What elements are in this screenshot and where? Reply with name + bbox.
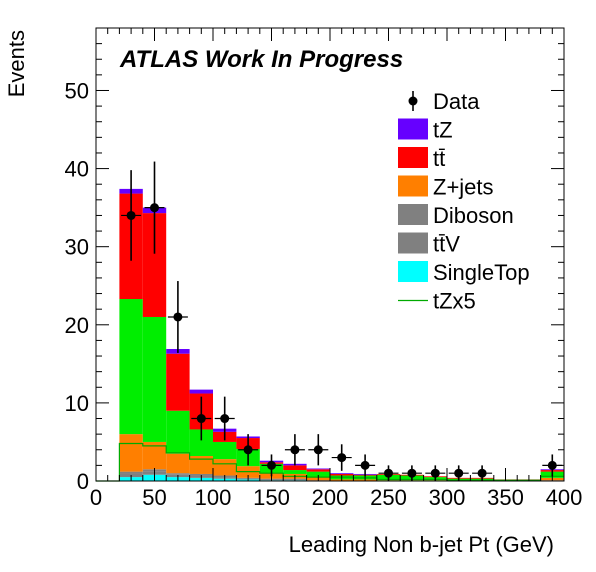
bar-segment-series-4-bin-1	[119, 299, 143, 435]
legend-label-3: Z+jets	[433, 175, 494, 200]
bar-segment-series-4-bin-4	[189, 429, 213, 457]
bar-segment-series-4-bin-8	[283, 470, 307, 474]
data-point-13	[430, 468, 440, 478]
bar-segment-series-2-bin-3	[166, 473, 190, 475]
legend: Data tZ tt̄ Z+jets Diboson tt̄V SingleTop tZx5	[398, 89, 530, 314]
bar-segment-series-5-bin-8	[283, 465, 307, 471]
bar-segment-series-4-bin-3	[166, 410, 190, 454]
data-point-1	[150, 203, 159, 213]
bar-segment-series-4-bin-5	[213, 441, 237, 460]
x-tick-label-2: 100	[195, 485, 232, 510]
legend-label-2: tt̄	[433, 146, 445, 171]
data-point-14	[454, 468, 464, 478]
data-point-7	[290, 445, 300, 455]
bar-segment-series-4-bin-9	[306, 471, 330, 478]
data-point-15	[477, 468, 487, 478]
bar-segment-series-5-bin-3	[166, 353, 190, 411]
bar-segment-series-6-bin-9	[306, 468, 330, 470]
data-point-9	[337, 453, 347, 463]
bar-segment-series-3-bin-4	[189, 456, 213, 474]
data-point-16	[547, 460, 557, 470]
legend-label-1: tZ	[433, 118, 453, 143]
bar-segment-series-5-bin-2	[142, 213, 167, 317]
x-tick-label-3: 150	[253, 485, 290, 510]
x-tick-label-1: 50	[142, 485, 166, 510]
data-points	[121, 161, 563, 481]
y-tick-label-4: 40	[65, 157, 89, 182]
bar-segment-series-2-bin-1	[119, 471, 143, 474]
legend-swatch-2	[398, 147, 428, 168]
y-tick-label-3: 30	[65, 235, 89, 260]
legend-label-7: tZx5	[433, 289, 476, 314]
data-point-6	[267, 460, 276, 470]
data-point-3	[196, 414, 206, 424]
data-point-8	[313, 445, 323, 455]
chart-title: ATLAS Work In Progress	[119, 46, 403, 73]
legend-label-5: tt̄V	[433, 232, 460, 257]
data-point-0	[126, 210, 136, 220]
y-tick-label-2: 20	[65, 313, 89, 338]
bar-segment-series-5-bin-10	[330, 473, 354, 476]
legend-label-6: SingleTop	[433, 260, 530, 285]
data-point-4	[220, 414, 230, 424]
y-tick-label-5: 50	[65, 78, 89, 103]
data-point-5	[243, 445, 253, 455]
x-tick-label-4: 200	[312, 485, 349, 510]
legend-swatch-3	[398, 175, 428, 197]
y-tick-label-1: 10	[65, 391, 89, 416]
bar-segment-series-3-bin-1	[119, 434, 143, 472]
bar-segment-series-3-bin-2	[142, 441, 167, 470]
legend-label-0: Data	[433, 89, 480, 114]
legend-marker-0	[408, 96, 418, 106]
data-point-12	[407, 468, 417, 478]
bar-segment-series-4-bin-2	[142, 316, 167, 442]
x-tick-label-7: 350	[487, 485, 524, 510]
data-point-2	[173, 312, 183, 322]
bar-segment-series-3-bin-3	[166, 453, 190, 474]
bar-segment-series-6-bin-4	[189, 389, 213, 394]
x-tick-label-5: 250	[370, 485, 407, 510]
x-tick-label-6: 300	[429, 485, 466, 510]
x-axis-label: Leading Non b-jet Pt (GeV)	[289, 532, 554, 557]
y-tick-label-0: 0	[77, 469, 89, 494]
x-tick-label-0: 0	[90, 485, 102, 510]
y-axis-label: Events	[4, 30, 29, 97]
bar-segment-series-6-bin-10	[330, 473, 354, 474]
x-tick-label-8: 400	[546, 485, 583, 510]
legend-label-4: Diboson	[433, 203, 514, 228]
legend-swatch-5	[398, 232, 428, 254]
bar-segment-series-2-bin-4	[189, 473, 213, 476]
data-point-10	[360, 460, 370, 470]
legend-swatch-4	[398, 204, 428, 225]
legend-swatch-1	[398, 118, 428, 140]
bar-segment-series-3-bin-5	[213, 459, 237, 476]
axis-ticks: 0 50 100 150 200 250 300 350 400 0 10 20 30 40 50	[65, 28, 583, 510]
bar-segment-series-5-bin-9	[306, 469, 330, 472]
legend-swatch-6	[398, 261, 428, 282]
